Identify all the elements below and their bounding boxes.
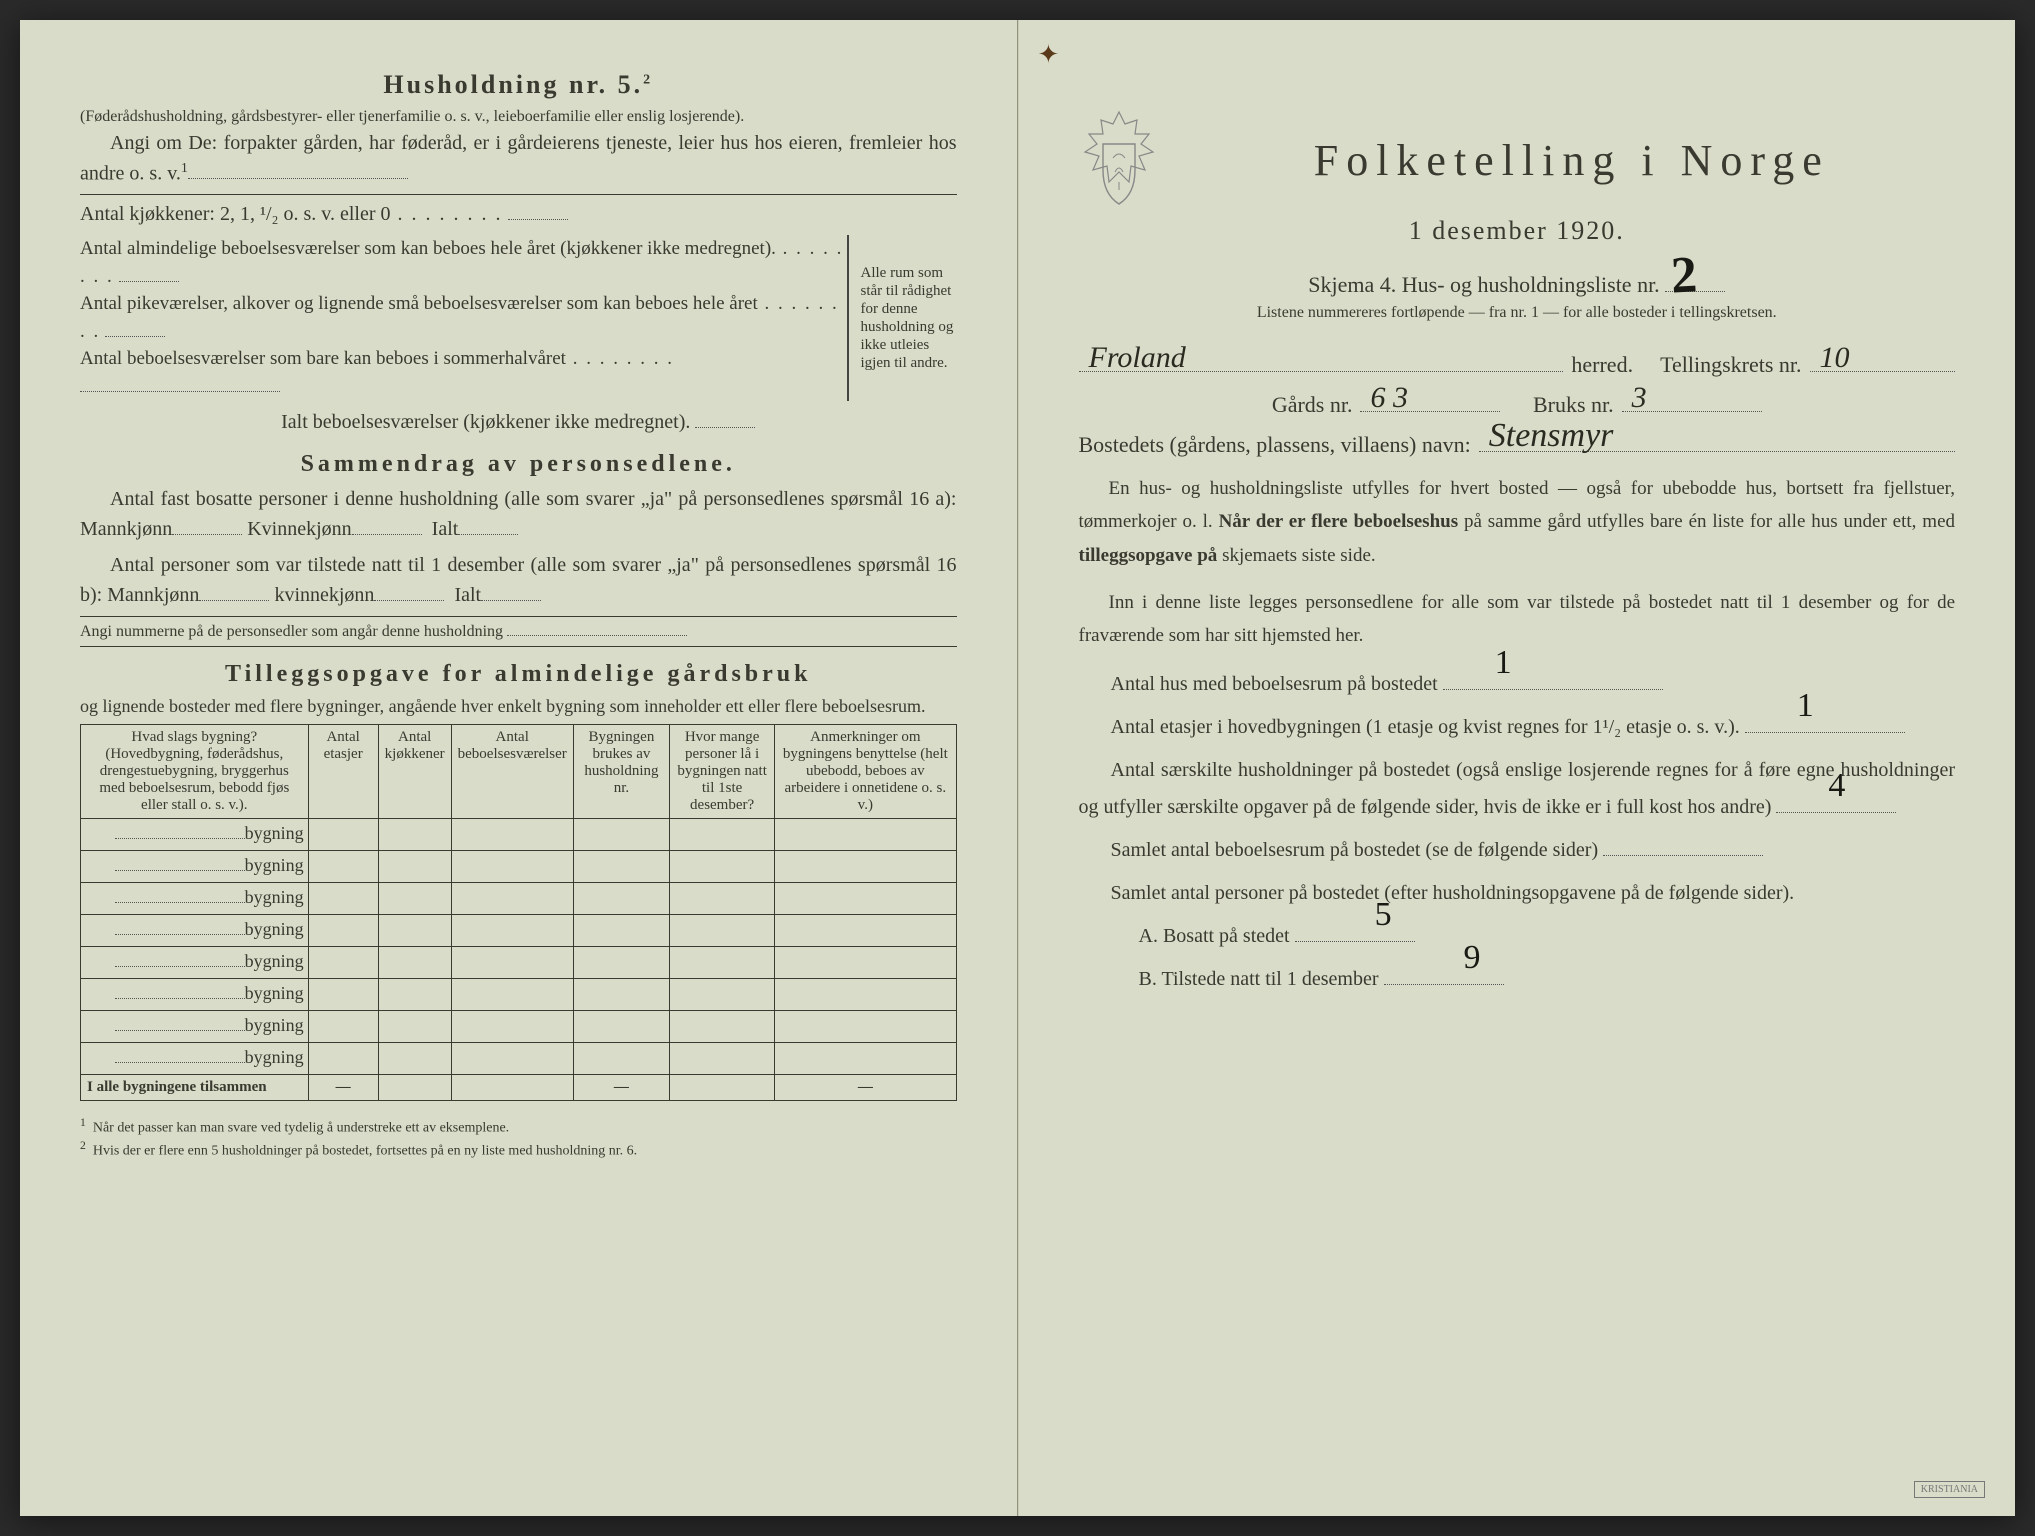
gards-line: Gårds nr. 6 3 Bruks nr. 3 [1079, 390, 1956, 418]
kjokken-text: Antal kjøkkener: 2, 1, ¹/₂ o. s. v. elle… [80, 203, 391, 225]
ialt-line: Ialt beboelsesværelser (kjøkkener ikke m… [80, 407, 957, 437]
bosted-line: Bostedets (gårdens, plassens, villaens) … [1079, 430, 1956, 458]
instructions-1: En hus- og husholdningsliste utfylles fo… [1079, 472, 1956, 572]
tillegg-title: Tilleggsopgave for almindelige gårdsbruk [80, 661, 957, 688]
footnotes: 1 Når det passer kan man svare ved tydel… [80, 1115, 957, 1161]
footnote-2: 2 Hvis der er flere enn 5 husholdninger … [80, 1138, 957, 1161]
tillegg-sub: og lignende bosteder med flere bygninger… [80, 694, 957, 718]
sammendrag-title: Sammendrag av personsedlene. [80, 451, 957, 478]
table-row: bygning [81, 1011, 957, 1043]
th-kjokken: Antal kjøkkener [378, 725, 451, 819]
bygning-table: Hvad slags bygning? (Hovedbygning, føder… [80, 724, 957, 1101]
q5: Samlet antal personer på bostedet (efter… [1079, 875, 1956, 912]
table-row: bygning [81, 819, 957, 851]
brace-note: Alle rum som står til rådighet for denne… [847, 235, 957, 400]
table-row: bygning [81, 915, 957, 947]
right-page: Folketelling i Norge 1 desember 1920. Sk… [1018, 20, 2016, 1516]
q2-value: 1 [1765, 675, 1814, 738]
table-row: bygning [81, 1043, 957, 1075]
q3: Antal særskilte husholdninger på bostede… [1079, 752, 1956, 826]
th-anmerk: Anmerkninger om bygningens benyttelse (h… [775, 725, 956, 819]
table-header-row: Hvad slags bygning? (Hovedbygning, føder… [81, 725, 957, 819]
brace-line-3: Antal beboelsesværelser som bare kan beb… [80, 345, 847, 400]
q4: Samlet antal beboelsesrum på bostedet (s… [1079, 832, 1956, 869]
kjokken-line: Antal kjøkkener: 2, 1, ¹/₂ o. s. v. elle… [80, 199, 957, 229]
qB-value: 9 [1404, 927, 1481, 990]
sammendrag-a: Antal fast bosatte personer i denne hush… [80, 484, 957, 544]
skjema-number: 2 [1670, 245, 1699, 305]
sum-label: I alle bygningene tilsammen [81, 1075, 309, 1101]
sammendrag-b: Antal personer som var tilstede natt til… [80, 550, 957, 610]
th-brukes: Bygningen brukes av husholdning nr. [573, 725, 669, 819]
list-note: Listene nummereres fortløpende — fra nr.… [1079, 304, 1956, 322]
coat-of-arms-icon [1079, 110, 1159, 210]
qA-value: 5 [1315, 884, 1392, 947]
q1-value: 1 [1463, 632, 1512, 695]
footnote-1: 1 Når det passer kan man svare ved tydel… [80, 1115, 957, 1138]
household-subtitle: (Føderådshusholdning, gårdsbestyrer- ell… [80, 106, 957, 128]
th-type: Hvad slags bygning? (Hovedbygning, føder… [81, 725, 309, 819]
qB: B. Tilstede natt til 1 desember 9 [1079, 961, 1956, 998]
angi-paragraph: Angi om De: forpakter gården, har føderå… [80, 128, 957, 189]
header-row: Folketelling i Norge [1079, 110, 1956, 210]
q2: Antal etasjer i hovedbygningen (1 etasje… [1079, 709, 1956, 746]
angi-nummerne: Angi nummerne på de personsedler som ang… [80, 621, 957, 643]
brace-line-2: Antal pikeværelser, alkover og lignende … [80, 290, 847, 345]
qA: A. Bosatt på stedet 5 [1079, 918, 1956, 955]
household-title-text: Husholdning nr. 5. [383, 70, 643, 99]
main-title: Folketelling i Norge [1189, 135, 1956, 186]
bruks-value: 3 [1632, 381, 1647, 415]
title-superscript: 2 [643, 72, 653, 87]
printer-stamp: KRISTIANIA [1914, 1481, 1985, 1498]
document-spread: ✦ Husholdning nr. 5.2 (Føderådshusholdni… [20, 20, 2015, 1516]
herred-value: Froland [1089, 341, 1186, 375]
table-row: bygning [81, 947, 957, 979]
q1: Antal hus med beboelsesrum på bostedet 1 [1079, 666, 1956, 703]
th-personer: Hvor mange personer lå i bygningen natt … [670, 725, 775, 819]
table-row: bygning [81, 979, 957, 1011]
gards-value: 6 3 [1370, 381, 1408, 415]
household-title: Husholdning nr. 5.2 [80, 70, 957, 100]
bosted-value: Stensmyr [1489, 417, 1614, 455]
table-row: bygning [81, 851, 957, 883]
table-sum-row: I alle bygningene tilsammen — — — [81, 1075, 957, 1101]
instructions-2: Inn i denne liste legges personsedlene f… [1079, 586, 1956, 653]
left-page: Husholdning nr. 5.2 (Føderådshusholdning… [20, 20, 1018, 1516]
th-beboelse: Antal beboelsesværelser [451, 725, 573, 819]
skjema-line: Skjema 4. Hus- og husholdningsliste nr. … [1079, 270, 1956, 298]
th-etasjer: Antal etasjer [308, 725, 378, 819]
brace-block: Antal almindelige beboelsesværelser som … [80, 235, 957, 400]
tellingskrets-value: 10 [1820, 341, 1850, 375]
brace-line-1: Antal almindelige beboelsesværelser som … [80, 235, 847, 290]
angi-sup: 1 [181, 161, 188, 176]
herred-line: Froland herred. Tellingskrets nr. 10 [1079, 350, 1956, 378]
table-row: bygning [81, 883, 957, 915]
q3-value: 4 [1796, 755, 1845, 818]
census-date: 1 desember 1920. [1079, 216, 1956, 246]
